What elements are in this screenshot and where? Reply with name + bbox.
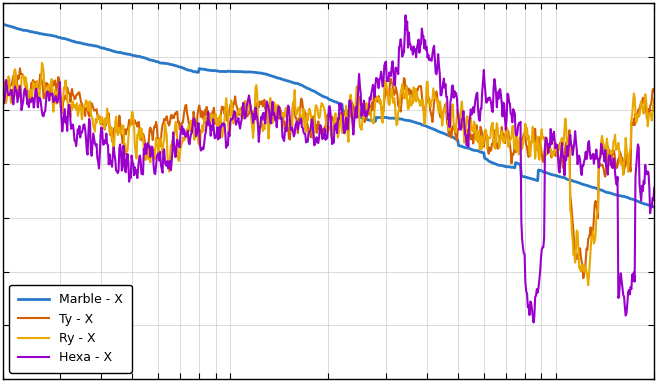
- Ry - X: [494, 126, 502, 131]
- Ty - X: [560, 161, 568, 166]
- Hexa - X: [530, 320, 537, 325]
- Ry - X: [395, 107, 403, 112]
- Line: Ty - X: Ty - X: [3, 68, 654, 278]
- Ty - X: [395, 105, 403, 110]
- Ry - X: [0, 79, 7, 84]
- Ty - X: [494, 146, 502, 151]
- Marble - X: [493, 162, 501, 167]
- Marble - X: [0, 22, 7, 26]
- Line: Ry - X: Ry - X: [3, 63, 654, 285]
- Marble - X: [377, 115, 385, 120]
- Legend: Marble - X, Ty - X, Ry - X, Hexa - X: Marble - X, Ty - X, Ry - X, Hexa - X: [9, 285, 131, 373]
- Hexa - X: [377, 70, 385, 74]
- Hexa - X: [39, 113, 47, 118]
- Hexa - X: [494, 90, 502, 95]
- Hexa - X: [415, 37, 422, 42]
- Ty - X: [0, 79, 7, 84]
- Ry - X: [378, 118, 386, 123]
- Marble - X: [414, 121, 422, 125]
- Hexa - X: [562, 156, 570, 161]
- Ty - X: [16, 66, 24, 71]
- Ty - X: [39, 96, 47, 100]
- Ry - X: [39, 69, 47, 73]
- Ry - X: [415, 97, 422, 101]
- Marble - X: [39, 32, 47, 36]
- Ty - X: [650, 89, 657, 94]
- Marble - X: [560, 175, 568, 180]
- Ry - X: [584, 283, 592, 288]
- Ry - X: [560, 126, 568, 131]
- Line: Marble - X: Marble - X: [3, 24, 654, 207]
- Hexa - X: [401, 13, 409, 18]
- Ty - X: [378, 106, 386, 110]
- Hexa - X: [650, 186, 657, 190]
- Ty - X: [579, 276, 587, 280]
- Hexa - X: [0, 98, 7, 103]
- Ry - X: [38, 60, 46, 65]
- Hexa - X: [394, 72, 402, 76]
- Ty - X: [415, 84, 422, 89]
- Line: Hexa - X: Hexa - X: [3, 15, 654, 322]
- Ry - X: [650, 96, 657, 101]
- Marble - X: [394, 116, 402, 121]
- Marble - X: [650, 205, 657, 210]
